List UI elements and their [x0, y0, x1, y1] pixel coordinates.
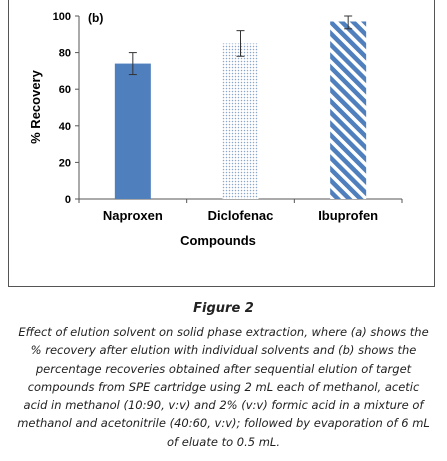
- y-tick-label: 40: [59, 121, 71, 133]
- bar-diclofenac: [222, 43, 259, 200]
- x-tick-label: Diclofenac: [208, 208, 274, 223]
- x-axis-title: Compounds: [180, 233, 256, 248]
- x-tick-label: Naproxen: [103, 208, 163, 223]
- y-tick-label: 0: [65, 194, 71, 206]
- figure-title: Figure 2: [193, 301, 254, 316]
- chart-frame: [8, 0, 435, 287]
- x-tick-label: Ibuprofen: [318, 208, 378, 223]
- bar-ibuprofen: [330, 21, 367, 199]
- y-tick-label: 20: [59, 157, 71, 169]
- y-tick-label: 100: [53, 11, 71, 23]
- bar-naproxen: [114, 63, 151, 199]
- y-tick-label: 80: [59, 48, 71, 60]
- y-tick-label: 60: [59, 84, 71, 96]
- figure-caption: Effect of elution solvent on solid phase…: [17, 325, 430, 449]
- panel-label: (b): [88, 11, 103, 25]
- y-axis-title: % Recovery: [28, 69, 43, 143]
